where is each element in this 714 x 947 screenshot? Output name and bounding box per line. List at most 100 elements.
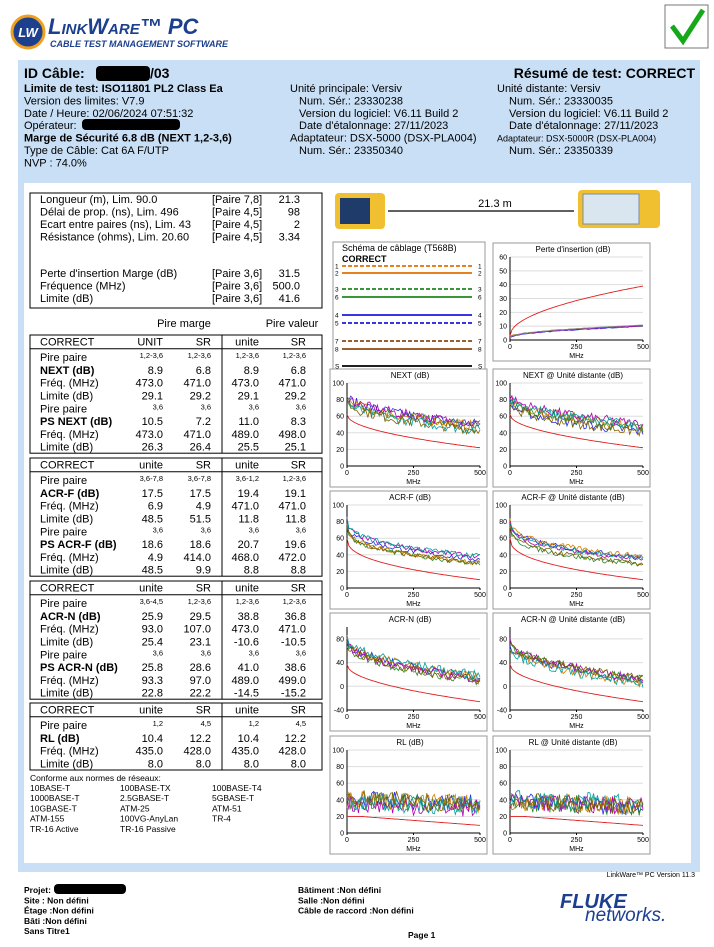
result-value: 93.0 (142, 624, 163, 636)
x-tick-label: 250 (571, 470, 583, 477)
y-tick-label: 60 (499, 414, 507, 421)
y-tick-label: 100 (495, 748, 507, 755)
result-value: 19.6 (285, 539, 306, 551)
pair-label: 1,2-3,6 (283, 474, 306, 483)
result-value: 489.0 (231, 429, 259, 441)
result-value: 428.0 (278, 746, 306, 758)
pair-label: 3,6-1,2 (236, 474, 259, 483)
x-tick-label: 250 (571, 837, 583, 844)
result-value: 12.2 (285, 733, 306, 745)
location-info: Salle :Non défini (298, 895, 365, 905)
chart-title: NEXT @ Unité distante (dB) (523, 371, 623, 380)
trace (509, 538, 644, 581)
result-value: 11.8 (285, 514, 306, 526)
pin-label: 6 (335, 295, 339, 302)
column-header: unite (139, 460, 163, 472)
pair-label: 1,2-3,6 (188, 351, 211, 360)
summary-value: 2 (294, 219, 300, 231)
result-value: 428.0 (183, 746, 211, 758)
pin-label: 7 (335, 339, 339, 346)
result-value: 11.8 (238, 514, 259, 526)
x-tick-label: 250 (571, 344, 583, 351)
result-value: 6.8 (196, 365, 211, 377)
trace (346, 401, 481, 436)
y-tick-label: 0 (340, 586, 344, 593)
device-screen (340, 198, 370, 224)
product-subtitle: CABLE TEST MANAGEMENT SOFTWARE (50, 39, 229, 49)
y-tick-label: 40 (336, 430, 344, 437)
y-tick-label: 80 (336, 764, 344, 771)
result-value: 9.9 (196, 565, 211, 577)
result-value: 8.8 (244, 565, 259, 577)
result-value: 48.5 (142, 565, 163, 577)
summary-label: Perte d'insertion Marge (dB) (40, 268, 177, 280)
section-status: CORRECT (40, 460, 95, 472)
pair-label: 3,6 (249, 525, 259, 534)
result-value: 19.4 (238, 488, 259, 500)
check-mark (669, 8, 706, 46)
y-tick-label: 80 (499, 519, 507, 526)
main-unit-info: Num. Sér.: 23350340 (299, 145, 403, 157)
result-value: 435.0 (231, 746, 259, 758)
x-tick-label: 500 (474, 470, 486, 477)
pin-label: S (335, 364, 340, 371)
x-tick-label: 250 (408, 714, 420, 721)
pin-label: 3 (478, 287, 482, 294)
pair-label: 3,6 (201, 648, 211, 657)
location-info: Bâtiment :Non défini (298, 885, 381, 895)
test-info: Date / Heure: 02/06/2024 07:51:32 (24, 108, 193, 120)
result-box (29, 580, 323, 700)
column-header: unite (235, 705, 259, 717)
x-axis-label: MHz (406, 846, 421, 853)
chart-title: ACR-F (dB) (389, 493, 431, 502)
pair-label: 3,6 (296, 648, 306, 657)
logo-badge (10, 14, 46, 50)
x-tick-label: 500 (637, 344, 649, 351)
x-axis-label: MHz (569, 723, 584, 730)
remote-unit-info: Num. Sér.: 23330035 (509, 95, 613, 107)
row-label: Pire paire (40, 403, 87, 415)
pair-label: 1,2-3,6 (236, 351, 259, 360)
result-value: 10.5 (142, 416, 163, 428)
trace (346, 646, 481, 685)
result-value: 38.8 (238, 611, 259, 623)
result-value: 8.8 (291, 565, 306, 577)
trace (346, 635, 481, 680)
x-axis-label: MHz (569, 846, 584, 853)
trace (509, 648, 644, 688)
section-status: CORRECT (40, 705, 95, 717)
result-value: 471.0 (183, 429, 211, 441)
pair-label: 3,6 (153, 525, 163, 534)
brand: FLUKE (560, 891, 627, 913)
pair-label: 1,2 (153, 719, 163, 728)
redaction (54, 884, 126, 894)
project-info: Projet: (24, 885, 51, 895)
column-header: unite (139, 705, 163, 717)
test-summary: Résumé de test: CORRECT (514, 65, 696, 81)
y-tick-label: 30 (499, 296, 507, 303)
summary-label: Résistance (ohms), Lim. 20.60 (40, 232, 189, 244)
result-value: 10.4 (142, 733, 163, 745)
result-value: 8.0 (148, 759, 163, 771)
result-value: 8.0 (244, 759, 259, 771)
result-value: 498.0 (278, 429, 306, 441)
summary-pair: [Paire 7,8] (212, 194, 262, 206)
trace (346, 398, 481, 431)
result-value: 499.0 (278, 675, 306, 687)
summary-pair: [Paire 3,6] (212, 281, 262, 293)
test-info: Type de Câble: Cat 6A F/UTP (24, 145, 169, 157)
result-value: 473.0 (135, 429, 163, 441)
summary-pair: [Paire 3,6] (212, 293, 262, 305)
pair-label: 1,2-3,6 (188, 597, 211, 606)
pin-label: 6 (478, 295, 482, 302)
x-tick-label: 500 (474, 714, 486, 721)
y-tick-label: 0 (503, 586, 507, 593)
x-tick-label: 0 (345, 470, 349, 477)
standard: ATM-51 (212, 803, 242, 813)
y-tick-label: 0 (340, 464, 344, 471)
result-value: 22.8 (142, 688, 163, 700)
row-label: PS NEXT (dB) (40, 416, 112, 428)
pair-label: 3,6 (153, 648, 163, 657)
pin-label: 5 (478, 321, 482, 328)
trace (346, 639, 481, 683)
